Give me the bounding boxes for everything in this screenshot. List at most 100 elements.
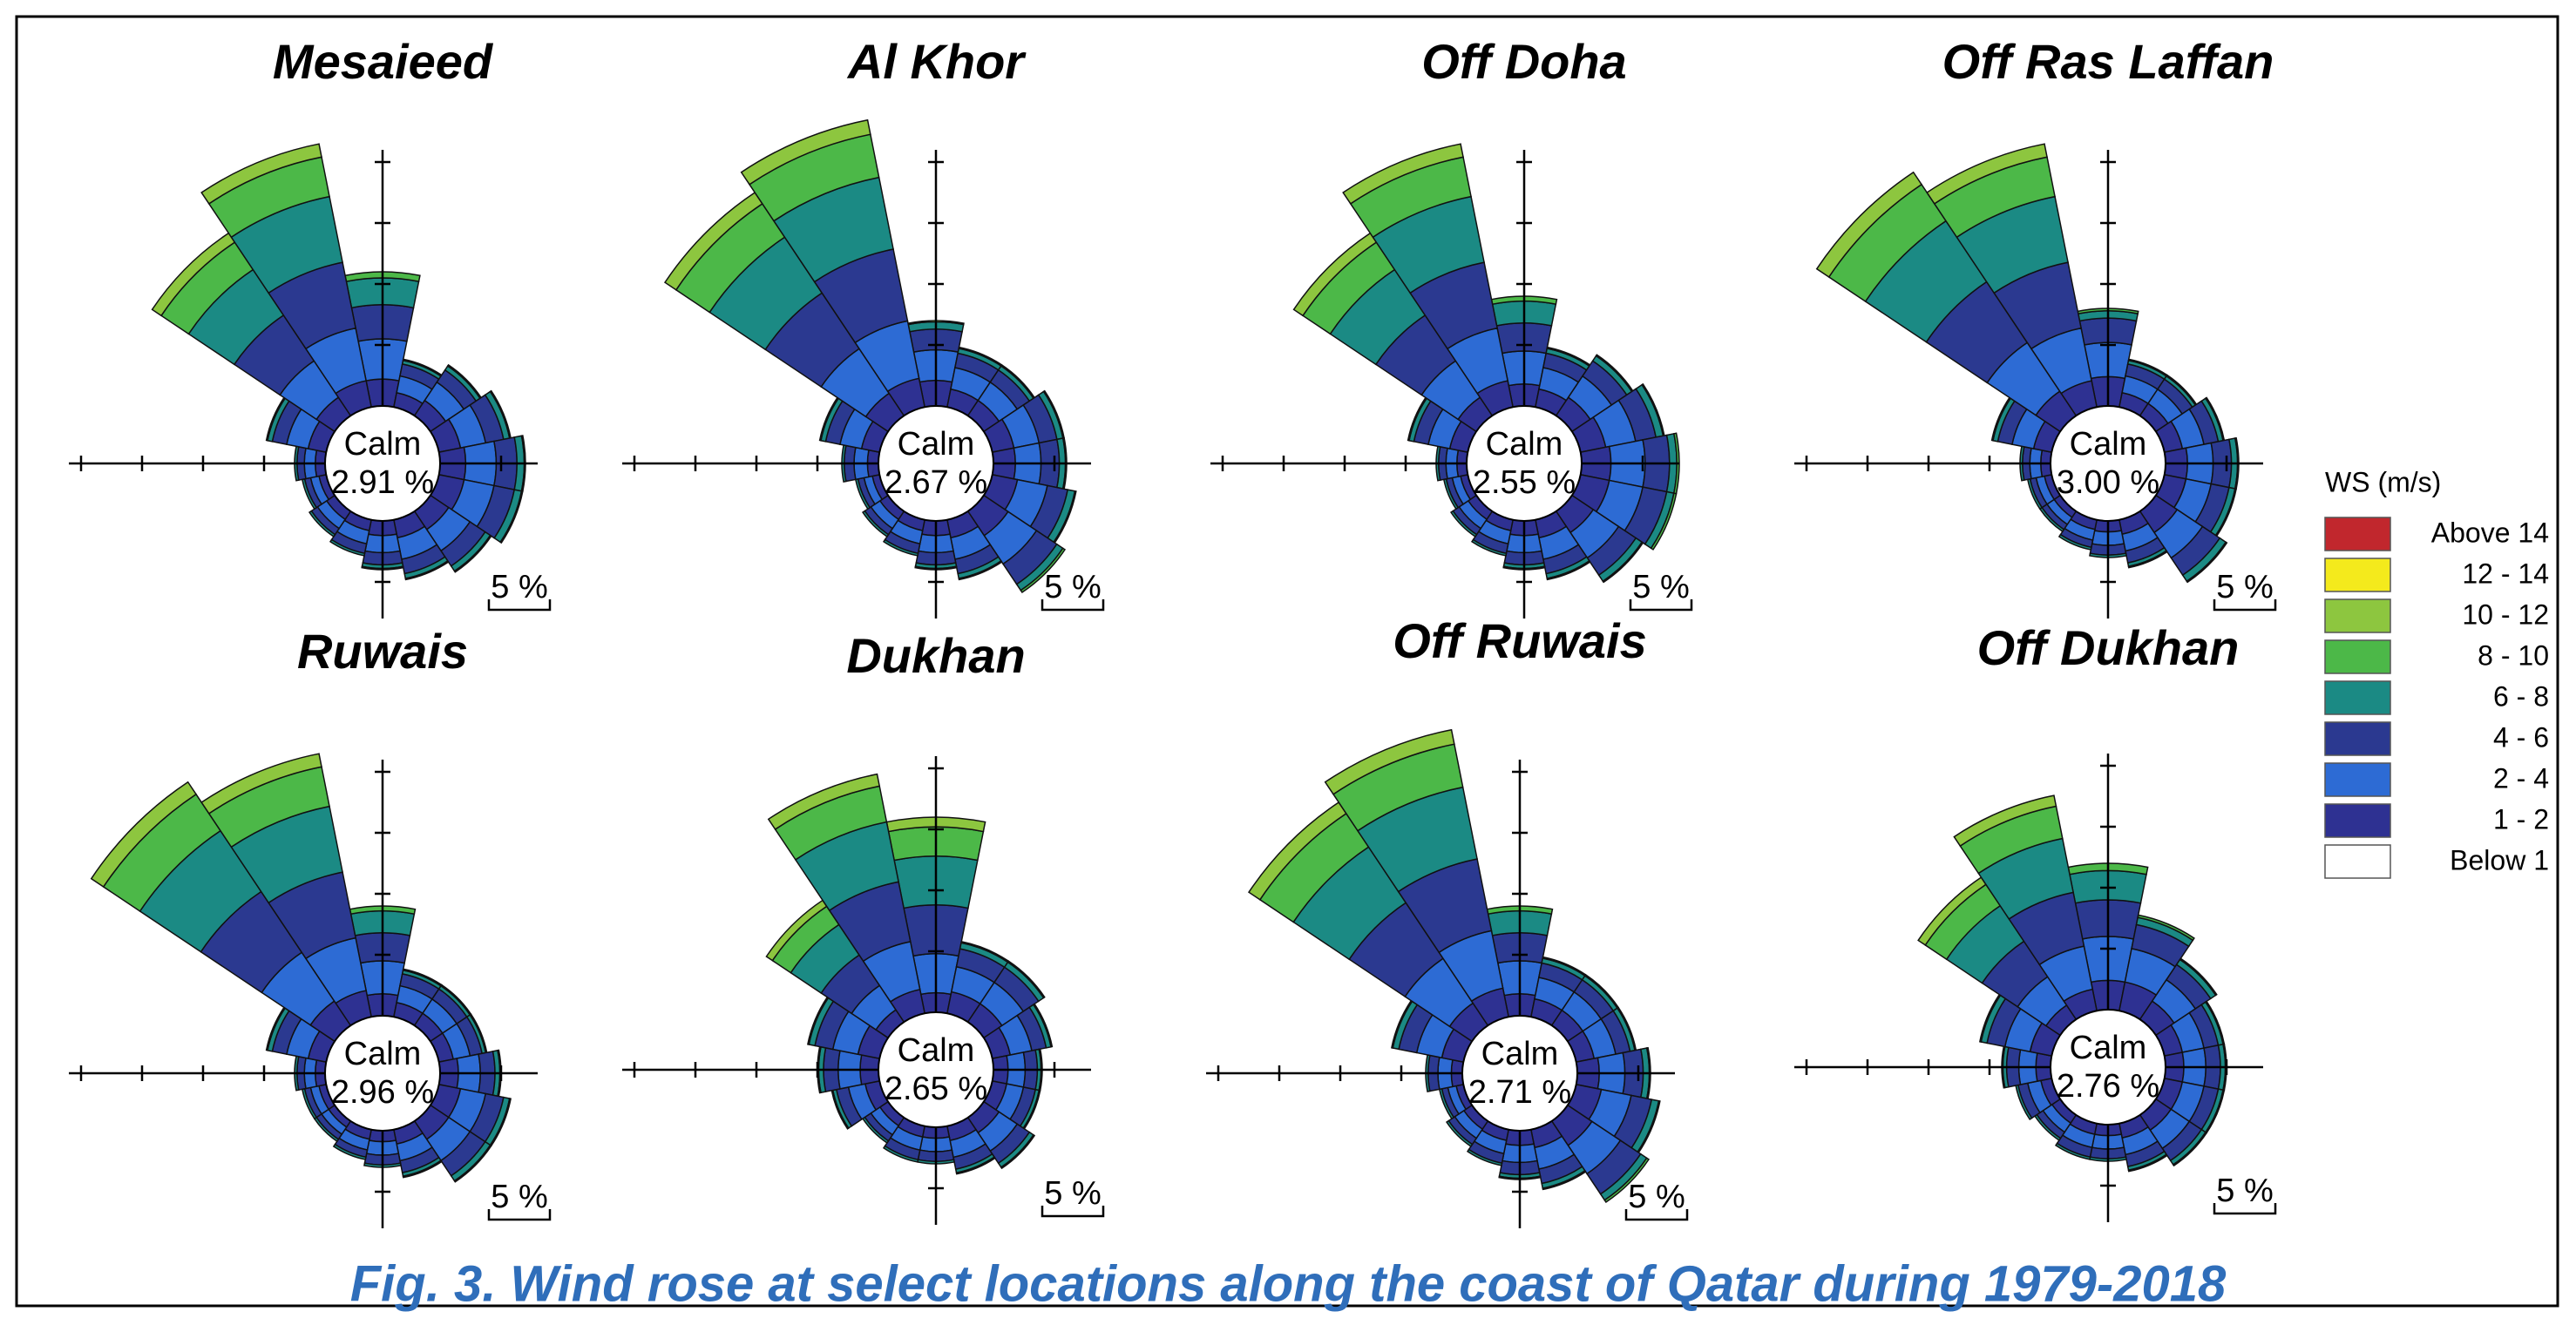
rose-segment	[1020, 547, 1067, 594]
rose-segment	[308, 510, 336, 538]
calm-circle	[1466, 405, 1583, 522]
rose-segment	[1542, 1169, 1587, 1191]
rose-segment	[1815, 171, 1923, 279]
calm-value: 2.71 %	[1468, 1074, 1571, 1111]
calm-circle	[878, 1011, 994, 1128]
scale-label: 5 %	[1628, 1179, 1685, 1215]
rose-segment	[200, 753, 322, 815]
legend-swatch	[2324, 844, 2391, 879]
calm-label: Calm	[2070, 1030, 2147, 1066]
rose-segment	[1546, 559, 1591, 581]
scale-label: 5 %	[1044, 569, 1101, 605]
rose-segment	[2054, 1142, 2091, 1160]
legend-swatch	[2324, 803, 2391, 838]
legend-label: 12 - 14	[2462, 558, 2549, 589]
calm-label: Calm	[898, 1032, 975, 1069]
scale-label: 5 %	[1632, 569, 1689, 605]
legend-label: Above 14	[2431, 517, 2549, 548]
rose-segment	[914, 565, 958, 571]
calm-label: Calm	[344, 426, 422, 463]
calm-value: 2.91 %	[331, 464, 434, 501]
calm-circle	[2050, 1009, 2166, 1126]
chart-title: Off Doha	[1421, 34, 1626, 89]
legend-swatch	[2324, 721, 2391, 756]
scale-label: 5 %	[2216, 1173, 2273, 1209]
rose-segment	[2186, 541, 2228, 584]
rose-segment	[882, 1145, 919, 1163]
rose-segment	[1602, 541, 1644, 584]
scale-bar	[2213, 1203, 2277, 1215]
wind-rose	[1247, 728, 1661, 1204]
wind-rose	[1917, 794, 2227, 1173]
scale-bar	[1041, 1206, 1105, 1218]
rose-segment	[499, 490, 524, 544]
chart-title: Off Dukhan	[1977, 620, 2240, 675]
legend-label: 10 - 12	[2462, 598, 2549, 630]
scale-bar	[487, 1209, 552, 1221]
legend-swatch	[2324, 517, 2391, 551]
calm-label: Calm	[898, 426, 975, 463]
scale-label: 5 %	[491, 569, 547, 605]
rose-segment	[2137, 914, 2195, 942]
calm-circle	[878, 405, 994, 522]
rose-segment	[1007, 960, 1046, 999]
chart-title: Al Khor	[846, 34, 1027, 89]
calm-value: 2.76 %	[2057, 1068, 2159, 1105]
scale-label: 5 %	[491, 1179, 547, 1215]
legend-label: 8 - 10	[2478, 639, 2549, 671]
chart-title: Ruwais	[297, 624, 468, 679]
calm-value: 2.96 %	[331, 1074, 434, 1111]
frame	[15, 15, 2559, 1308]
calm-circle	[324, 405, 441, 522]
rose-segment	[1650, 492, 1678, 551]
rose-segment	[1953, 794, 2057, 848]
rose-segment	[332, 1143, 367, 1160]
calm-value: 2.67 %	[885, 464, 987, 501]
calm-label: Calm	[1486, 426, 1563, 463]
scale-label: 5 %	[1044, 1175, 1101, 1212]
scale-bar	[2213, 599, 2277, 612]
calm-label: Calm	[1481, 1036, 1559, 1072]
wind-rose	[151, 143, 526, 581]
rose-segment	[1000, 1133, 1036, 1170]
rose-segment	[1324, 728, 1455, 795]
rose-segment	[2057, 533, 2092, 551]
legend-label: 1 - 2	[2493, 803, 2549, 835]
rose-segment	[1342, 143, 1464, 205]
rose-segment	[740, 118, 871, 186]
legend-title: WS (m/s)	[2325, 466, 2441, 497]
scale-bar	[1041, 599, 1105, 612]
rose-segment	[402, 1159, 443, 1179]
rose-segment	[907, 320, 965, 326]
rose-segment	[2127, 1153, 2168, 1173]
rose-segment	[200, 143, 322, 205]
legend-label: 6 - 8	[2493, 680, 2549, 712]
rose-segment	[1032, 1003, 1054, 1048]
legend-swatch	[2324, 598, 2391, 633]
legend-swatch	[2324, 762, 2391, 797]
rose-segment	[958, 559, 1003, 581]
scale-bar	[1624, 1209, 1689, 1221]
calm-value: 2.65 %	[885, 1071, 987, 1107]
wind-rose	[1815, 143, 2240, 584]
rose-segment	[1445, 1119, 1474, 1148]
calm-circle	[324, 1015, 441, 1132]
rose-segment	[1926, 143, 2048, 205]
rose-segment	[2077, 308, 2139, 315]
rose-segment	[1466, 1148, 1503, 1166]
wind-rose	[1292, 143, 1680, 584]
rose-segment	[361, 565, 404, 571]
calm-value: 2.55 %	[1473, 464, 1576, 501]
legend-label: 4 - 6	[2493, 721, 2549, 753]
rose-segment	[1449, 510, 1478, 538]
legend-swatch	[2324, 680, 2391, 715]
rose-segment	[767, 773, 881, 830]
rose-segment	[90, 781, 198, 889]
wind-rose	[90, 753, 512, 1183]
scale-bar	[1629, 599, 1693, 612]
calm-label: Calm	[2070, 426, 2147, 463]
caption: Fig. 3. Wind rose at select locations al…	[350, 1255, 2227, 1312]
chart-title: Off Ras Laffan	[1942, 34, 2274, 89]
calm-circle	[2050, 405, 2166, 522]
